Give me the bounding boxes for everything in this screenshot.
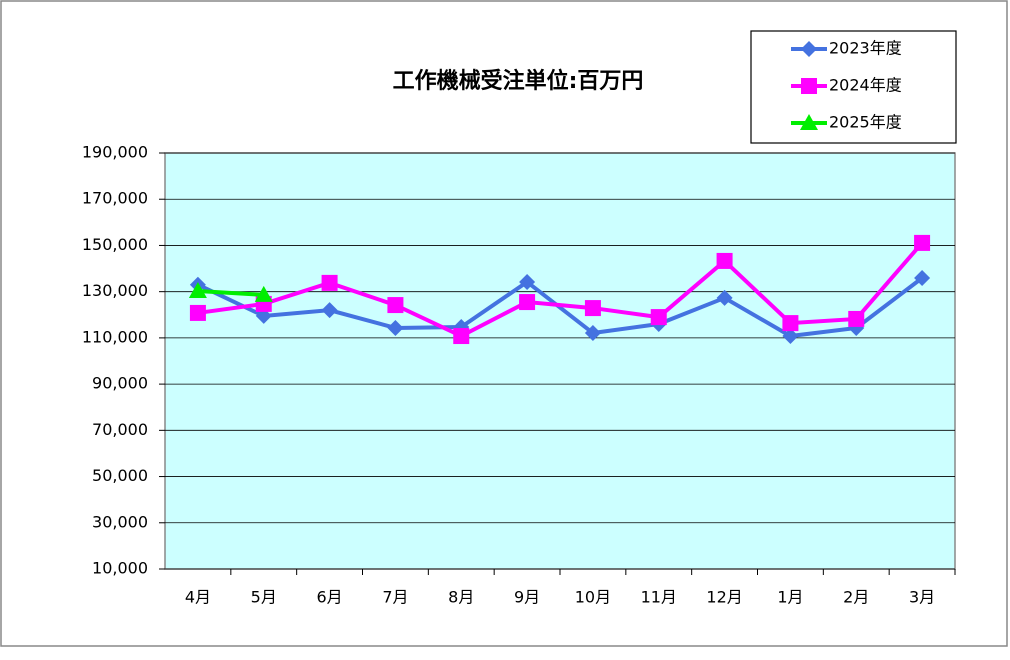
y-tick-label: 90,000 — [92, 374, 148, 393]
y-tick-label: 10,000 — [92, 559, 148, 578]
marker — [650, 309, 667, 326]
series-line — [197, 288, 264, 297]
y-tick-label: 130,000 — [82, 281, 148, 300]
marker — [321, 274, 338, 291]
marker — [255, 307, 272, 324]
x-tick-label: 3月 — [909, 588, 935, 607]
y-tick-label: 30,000 — [92, 512, 148, 531]
legend-box — [750, 30, 957, 144]
marker — [800, 114, 818, 130]
x-tick-label: 2月 — [843, 588, 869, 607]
y-tick-label: 170,000 — [82, 189, 148, 208]
x-tick-label: 1月 — [777, 588, 803, 607]
x-tick-label: 12月 — [706, 588, 742, 607]
series-line — [197, 276, 924, 339]
x-tick-label: 8月 — [448, 588, 474, 607]
marker — [254, 285, 273, 302]
marker — [189, 304, 206, 321]
marker — [848, 310, 865, 327]
marker — [584, 325, 601, 342]
marker — [914, 234, 931, 251]
legend-label: 2025年度 — [829, 113, 902, 132]
x-tick-label: 7月 — [382, 588, 408, 607]
legend-label: 2024年度 — [829, 76, 902, 95]
marker — [716, 289, 733, 306]
marker — [584, 300, 601, 317]
marker — [782, 315, 799, 332]
marker — [188, 281, 207, 298]
legend-label: 2023年度 — [829, 39, 902, 58]
marker — [716, 252, 733, 269]
marker — [519, 294, 536, 311]
x-tick-label: 10月 — [575, 588, 611, 607]
marker — [453, 328, 470, 345]
marker — [387, 319, 404, 336]
x-tick-label: 6月 — [316, 588, 342, 607]
x-tick-label: 9月 — [514, 588, 540, 607]
y-tick-label: 110,000 — [82, 327, 148, 346]
y-tick-label: 50,000 — [92, 466, 148, 485]
marker — [801, 78, 817, 94]
marker — [914, 270, 931, 287]
marker — [321, 302, 338, 319]
x-tick-label: 11月 — [641, 588, 677, 607]
marker — [801, 41, 817, 57]
marker — [387, 297, 404, 314]
y-tick-label: 190,000 — [82, 143, 148, 162]
x-tick-label: 5月 — [251, 588, 277, 607]
chart-title: 工作機械受注単位:百万円 — [393, 68, 644, 94]
plot-area — [164, 152, 956, 570]
y-tick-label: 70,000 — [92, 420, 148, 439]
x-tick-label: 4月 — [185, 588, 211, 607]
marker — [782, 328, 799, 345]
series-line — [197, 241, 924, 339]
y-tick-label: 150,000 — [82, 235, 148, 254]
marker — [519, 273, 536, 290]
